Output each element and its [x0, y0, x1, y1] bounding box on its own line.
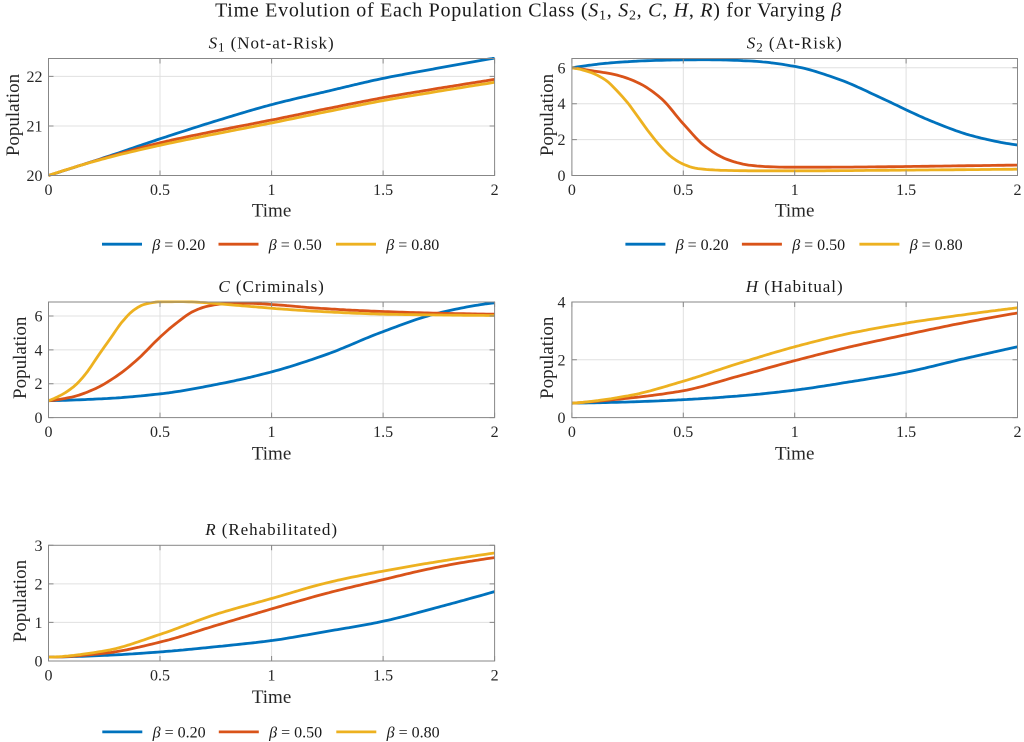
svg-text:β = 0.20: β = 0.20	[675, 237, 729, 254]
svg-text:1.5: 1.5	[896, 424, 916, 441]
svg-text:Time: Time	[252, 444, 291, 465]
svg-text:1.5: 1.5	[373, 667, 393, 684]
svg-text:R (Rehabilitated): R (Rehabilitated)	[204, 520, 338, 539]
svg-text:Time: Time	[775, 444, 814, 465]
svg-text:0: 0	[35, 410, 43, 427]
svg-text:2: 2	[491, 667, 499, 684]
svg-text:2: 2	[491, 424, 499, 441]
svg-text:β = 0.20: β = 0.20	[151, 237, 205, 254]
svg-text:0: 0	[558, 410, 566, 427]
svg-text:Time: Time	[252, 687, 291, 708]
svg-text:Population: Population	[537, 73, 558, 156]
svg-text:4: 4	[558, 96, 566, 113]
svg-text:2: 2	[491, 182, 499, 199]
svg-text:β = 0.50: β = 0.50	[791, 237, 845, 254]
svg-text:21: 21	[27, 118, 43, 135]
svg-text:0: 0	[568, 424, 576, 441]
svg-text:Time: Time	[252, 200, 291, 221]
svg-text:2: 2	[1014, 424, 1022, 441]
svg-text:0: 0	[35, 654, 43, 671]
svg-text:β = 0.80: β = 0.80	[385, 237, 439, 254]
svg-text:1: 1	[268, 667, 276, 684]
svg-text:4: 4	[558, 295, 566, 312]
svg-text:1.5: 1.5	[896, 182, 916, 199]
svg-text:0.5: 0.5	[150, 667, 170, 684]
svg-text:2: 2	[558, 132, 566, 149]
svg-text:Population: Population	[10, 559, 31, 642]
svg-text:H (Habitual): H (Habitual)	[745, 277, 844, 296]
svg-text:6: 6	[558, 60, 566, 77]
svg-text:1: 1	[268, 424, 276, 441]
svg-text:20: 20	[27, 168, 43, 185]
svg-text:Population: Population	[537, 316, 558, 399]
svg-text:0.5: 0.5	[673, 424, 693, 441]
svg-text:1: 1	[268, 182, 276, 199]
svg-text:0: 0	[45, 424, 53, 441]
svg-text:0: 0	[558, 168, 566, 185]
svg-text:0: 0	[45, 182, 53, 199]
svg-text:S1 (Not-at-Risk): S1 (Not-at-Risk)	[209, 33, 335, 54]
svg-text:β = 0.80: β = 0.80	[909, 237, 963, 254]
svg-text:1.5: 1.5	[373, 424, 393, 441]
svg-text:2: 2	[35, 576, 43, 593]
svg-text:22: 22	[27, 69, 43, 86]
svg-text:1: 1	[35, 615, 43, 632]
svg-text:3: 3	[35, 538, 43, 555]
svg-text:1: 1	[791, 182, 799, 199]
svg-text:2: 2	[35, 376, 43, 393]
svg-text:0.5: 0.5	[150, 424, 170, 441]
svg-text:β = 0.80: β = 0.80	[386, 725, 440, 742]
svg-text:0.5: 0.5	[150, 182, 170, 199]
svg-text:S2 (At-Risk): S2 (At-Risk)	[747, 33, 843, 54]
svg-text:6: 6	[35, 309, 43, 326]
svg-text:1.5: 1.5	[373, 182, 393, 199]
svg-text:0.5: 0.5	[673, 182, 693, 199]
svg-text:Time: Time	[775, 200, 814, 221]
svg-text:Time Evolution of Each Populat: Time Evolution of Each Population Class …	[215, 0, 842, 24]
svg-text:β = 0.20: β = 0.20	[152, 725, 206, 742]
svg-text:2: 2	[558, 352, 566, 369]
svg-text:C (Criminals): C (Criminals)	[218, 277, 324, 296]
svg-text:β = 0.50: β = 0.50	[268, 237, 322, 254]
svg-text:2: 2	[1014, 182, 1022, 199]
svg-text:Population: Population	[10, 316, 31, 399]
svg-text:0: 0	[45, 667, 53, 684]
svg-text:Population: Population	[3, 73, 24, 156]
svg-text:4: 4	[35, 342, 43, 359]
svg-text:β = 0.50: β = 0.50	[268, 725, 322, 742]
svg-text:1: 1	[791, 424, 799, 441]
svg-text:0: 0	[568, 182, 576, 199]
